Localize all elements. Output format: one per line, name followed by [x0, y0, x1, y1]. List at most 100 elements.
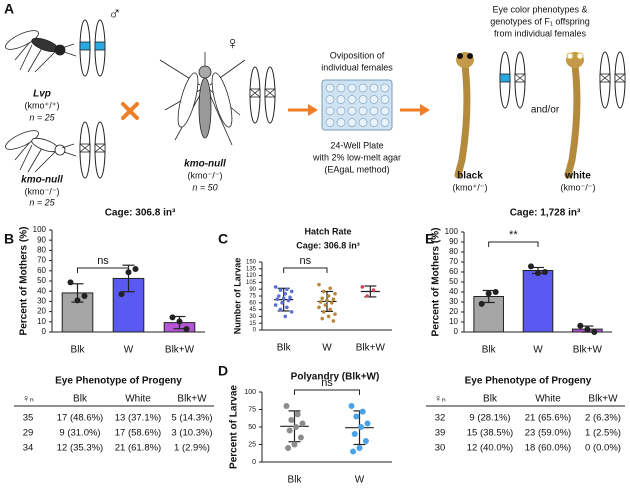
chart-title: Cage: 306.8 in³	[105, 208, 176, 219]
data-point	[118, 291, 125, 298]
sample-size: n = 25	[29, 112, 55, 122]
phenotype-label: black	[457, 171, 483, 182]
y-tick-label: 30	[449, 297, 458, 306]
y-tick-label: 20	[449, 307, 458, 316]
y-tick-label: 40	[449, 287, 458, 296]
caption-line: individual females	[321, 62, 393, 72]
chromosomes-black	[499, 51, 526, 109]
well	[358, 95, 368, 104]
data-point	[317, 282, 321, 287]
well	[369, 95, 379, 104]
table-cell: 18 (60.0%)	[525, 443, 571, 454]
well	[325, 118, 335, 127]
table-cell: 5 (14.3%)	[171, 413, 212, 424]
y-tick-label: 135	[246, 266, 257, 272]
data-point	[333, 312, 337, 316]
panel-label: C	[218, 231, 228, 247]
data-point	[285, 305, 289, 310]
andor: and/or	[531, 105, 560, 116]
data-point	[330, 301, 334, 305]
y-tick-label: 50	[37, 276, 46, 285]
y-tick-label: 10	[37, 317, 46, 326]
male-symbol: ♂	[108, 3, 122, 23]
y-tick-label: 0	[252, 459, 256, 466]
y-tick-label: 60	[37, 266, 46, 275]
data-point	[591, 329, 598, 335]
larva-black	[454, 52, 474, 179]
caption-line: Eye color phenotypes &	[492, 4, 587, 14]
table-cell: 12 (35.3%)	[57, 443, 103, 454]
caption-line: Oviposition of	[330, 50, 385, 60]
data-point	[364, 420, 371, 427]
table-cell: 17 (48.6%)	[57, 413, 103, 424]
data-point	[360, 285, 365, 289]
arrows	[288, 104, 430, 116]
data-point	[275, 297, 280, 301]
y-tick-label: 80	[37, 246, 46, 255]
well	[369, 118, 379, 127]
caption-line: genotypes of F₁ offspring	[490, 16, 589, 26]
y-tick-label: 45	[249, 307, 256, 313]
data-point	[331, 297, 336, 301]
well-plate	[321, 79, 393, 131]
data-point	[132, 265, 139, 272]
data-point	[359, 408, 366, 415]
y-tick-label: 40	[37, 286, 46, 295]
data-point	[362, 438, 369, 444]
well	[325, 95, 335, 104]
significance-label: ns	[97, 255, 109, 267]
chart-title: Polyandry (Blk+W)	[291, 372, 380, 383]
table-header: Blk	[483, 394, 498, 405]
data-point	[577, 322, 584, 329]
mosquito-lvp	[5, 30, 77, 73]
data-point	[278, 307, 283, 312]
data-point	[348, 403, 355, 409]
y-tick-label: 30	[37, 297, 46, 306]
panel-label: A	[4, 1, 14, 17]
table-cell: 9 (28.1%)	[469, 413, 510, 424]
caption-line: from individual females	[494, 28, 587, 38]
data-point	[322, 289, 326, 294]
table-header: ♀ₙ	[434, 394, 446, 405]
y-tick-label: 105	[246, 280, 257, 286]
data-point	[358, 424, 365, 430]
bar	[522, 270, 554, 333]
y-tick-label: 90	[249, 287, 256, 293]
table-cell: 21 (65.6%)	[525, 413, 571, 424]
y-axis-label: Percent of Larvae	[229, 385, 240, 469]
x-tick-label: W	[124, 345, 134, 356]
x-tick-label: Blk	[288, 475, 303, 486]
y-tick-label: 100	[244, 389, 256, 396]
well	[336, 106, 346, 116]
well	[358, 106, 368, 116]
caption-line: (EAgaL method)	[324, 164, 389, 174]
data-point	[584, 326, 591, 333]
x-axis-label: Eye Phenotype of Progeny	[465, 376, 592, 387]
data-point	[350, 448, 357, 455]
well	[347, 106, 357, 116]
data-point	[485, 290, 492, 297]
y-tick-label: 70	[37, 256, 46, 265]
y-tick-label: 90	[449, 237, 458, 246]
y-tick-label: 10	[449, 317, 458, 326]
data-point	[326, 294, 331, 298]
genotype: (kmo⁺/⁻)	[453, 182, 488, 192]
strain-name: Lvp	[33, 89, 51, 100]
data-point	[286, 298, 291, 303]
chromosomes-lvp	[79, 19, 106, 77]
data-point	[492, 289, 499, 295]
x-tick-label: Blk+W	[165, 345, 195, 356]
data-point	[285, 287, 289, 292]
data-point	[317, 305, 321, 310]
y-tick-label: 80	[449, 247, 458, 256]
data-point	[351, 431, 358, 437]
panel-label: B	[4, 231, 14, 247]
y-tick-label: 70	[449, 257, 458, 266]
female-symbol: ♀	[226, 33, 240, 53]
table-header: White	[535, 394, 561, 405]
table-cell: 30	[435, 443, 446, 454]
y-axis-label: Number of Larvae	[232, 258, 242, 335]
data-point	[478, 300, 485, 307]
sample-size: n = 50	[192, 182, 217, 192]
significance-bracket	[294, 389, 360, 395]
